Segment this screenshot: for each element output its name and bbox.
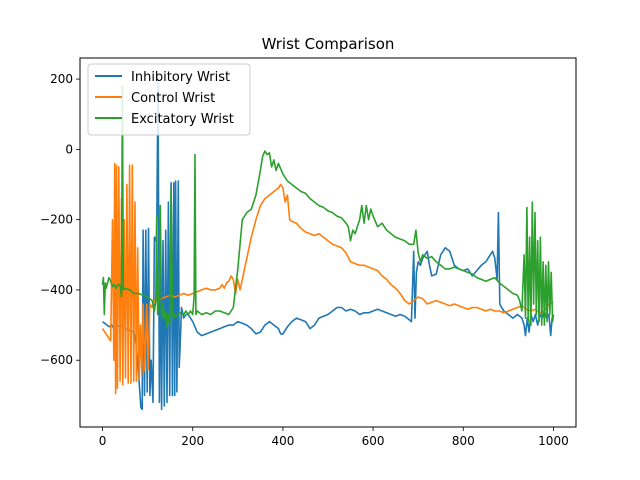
x-axis: 0 200 400 600 800 1000	[99, 427, 569, 448]
legend-label: Control Wrist	[131, 91, 215, 106]
y-axis: 200 0 −200 −400 −600	[40, 72, 80, 367]
y-tick-label: −600	[40, 353, 73, 367]
x-tick-label: 800	[452, 434, 475, 448]
x-tick-label: 0	[99, 434, 107, 448]
series-layer	[101, 78, 555, 411]
y-tick-label: −400	[40, 283, 73, 297]
y-tick-label: −200	[40, 213, 73, 227]
plot-area-frame	[79, 57, 577, 428]
legend-label: Inhibitory Wrist	[131, 70, 230, 85]
y-tick-label: 200	[50, 72, 73, 86]
chart-title: Wrist Comparison	[262, 35, 395, 53]
legend-label: Excitatory Wrist	[131, 112, 234, 127]
legend: Inhibitory Wrist Control Wrist Excitatory …	[87, 63, 251, 136]
series-line-excitatory-wrist	[101, 85, 555, 328]
legend-box	[87, 63, 251, 136]
x-tick-label: 600	[362, 434, 385, 448]
x-tick-label: 200	[181, 434, 204, 448]
x-tick-label: 400	[271, 434, 294, 448]
series-line-control-wrist	[101, 162, 554, 395]
y-tick-label: 0	[65, 142, 73, 156]
x-tick-label: 1000	[538, 434, 569, 448]
